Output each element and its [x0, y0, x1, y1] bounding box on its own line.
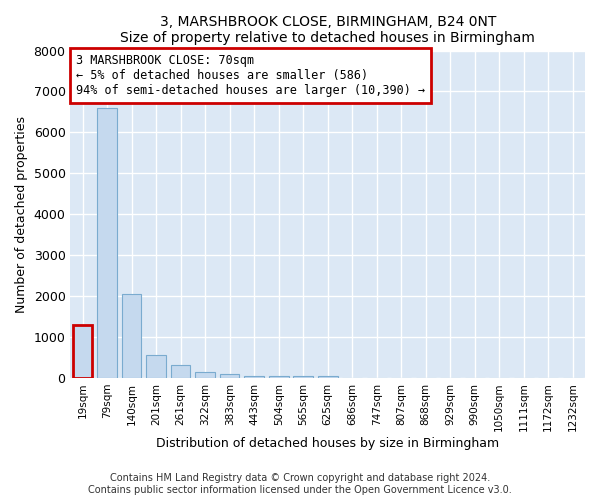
Bar [146, 356, 166, 378]
Bar [244, 376, 264, 378]
X-axis label: Distribution of detached houses by size in Birmingham: Distribution of detached houses by size … [156, 437, 499, 450]
Y-axis label: Number of detached properties: Number of detached properties [15, 116, 28, 312]
Bar [293, 376, 313, 378]
Bar [171, 364, 190, 378]
Bar [196, 372, 215, 378]
Bar [73, 324, 92, 378]
Bar [318, 376, 338, 378]
Text: Contains HM Land Registry data © Crown copyright and database right 2024.
Contai: Contains HM Land Registry data © Crown c… [88, 474, 512, 495]
Bar [97, 108, 117, 378]
Bar [220, 374, 239, 378]
Text: 3 MARSHBROOK CLOSE: 70sqm
← 5% of detached houses are smaller (586)
94% of semi-: 3 MARSHBROOK CLOSE: 70sqm ← 5% of detach… [76, 54, 425, 97]
Bar [122, 294, 142, 378]
Bar [269, 376, 289, 378]
Title: 3, MARSHBROOK CLOSE, BIRMINGHAM, B24 0NT
Size of property relative to detached h: 3, MARSHBROOK CLOSE, BIRMINGHAM, B24 0NT… [120, 15, 535, 45]
